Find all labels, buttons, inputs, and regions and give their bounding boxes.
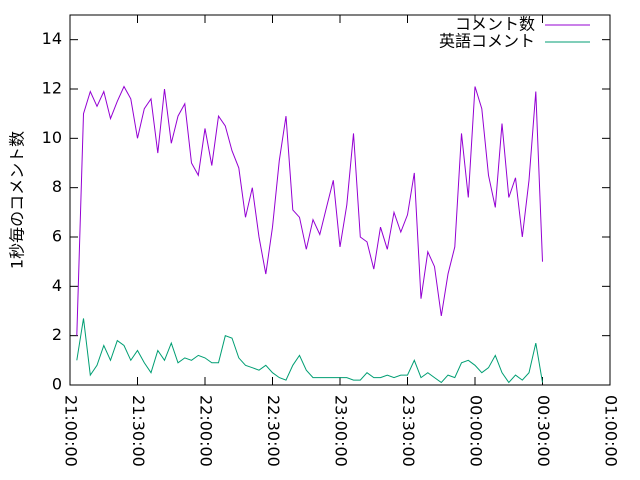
y-tick-label: 14 bbox=[42, 29, 62, 48]
y-tick-label: 0 bbox=[52, 375, 62, 394]
x-tick-label: 00:30:00 bbox=[534, 395, 553, 467]
series-line bbox=[76, 85, 543, 336]
y-tick-label: 8 bbox=[52, 177, 62, 196]
y-tick-label: 2 bbox=[52, 325, 62, 344]
x-tick-label: 22:00:00 bbox=[197, 395, 216, 467]
x-tick-label: 21:30:00 bbox=[129, 395, 148, 467]
x-tick-label: 22:30:00 bbox=[264, 395, 283, 467]
legend-label: 英語コメント bbox=[439, 32, 535, 51]
x-tick-label: 01:00:00 bbox=[602, 395, 621, 467]
x-tick-label: 23:00:00 bbox=[332, 395, 351, 467]
y-axis-label: 1秒毎のコメント数 bbox=[8, 131, 27, 269]
x-tick-label: 21:00:00 bbox=[62, 395, 81, 467]
y-tick-label: 12 bbox=[42, 79, 62, 98]
series-line bbox=[76, 318, 543, 384]
plot-frame bbox=[69, 14, 611, 386]
legend-label: コメント数 bbox=[455, 15, 535, 34]
y-tick-label: 4 bbox=[52, 276, 62, 295]
x-tick-label: 00:00:00 bbox=[467, 395, 486, 467]
x-tick-label: 23:30:00 bbox=[399, 395, 418, 467]
y-tick-label: 10 bbox=[42, 128, 62, 147]
y-tick-label: 6 bbox=[52, 227, 62, 246]
